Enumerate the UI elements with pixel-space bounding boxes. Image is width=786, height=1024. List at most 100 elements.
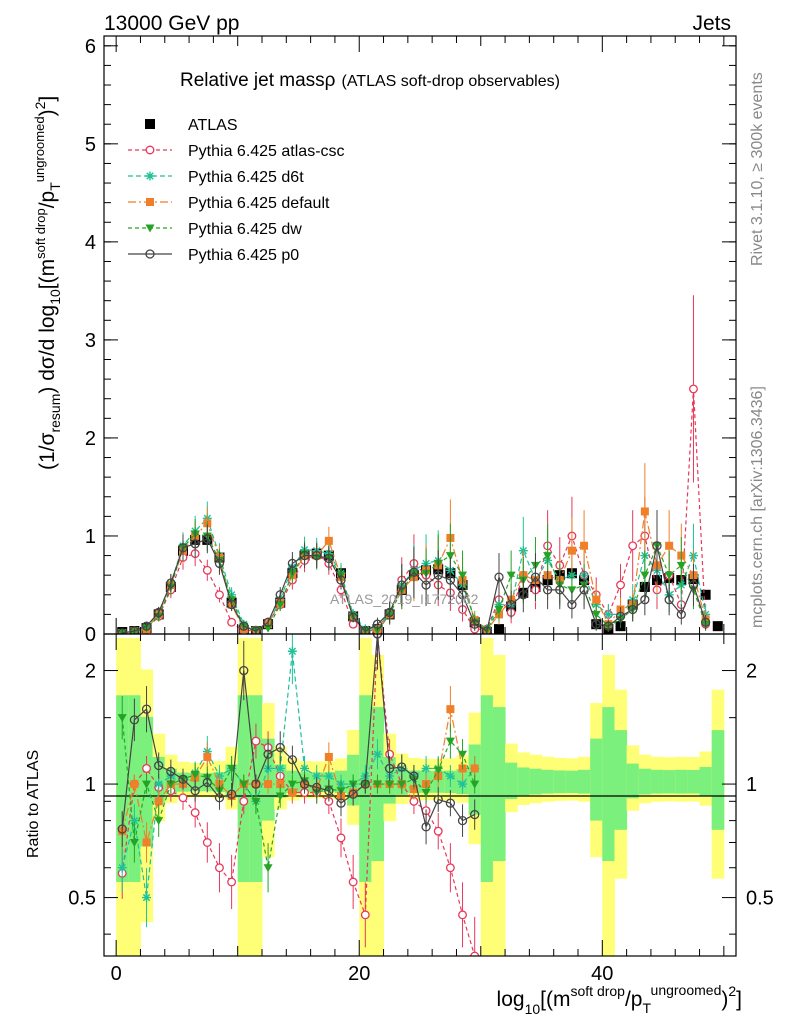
ratio-point	[239, 796, 249, 806]
legend-marker	[145, 119, 155, 129]
ratio-point	[190, 771, 200, 780]
ratio-point	[312, 771, 322, 781]
y-tick-label: 2	[85, 428, 96, 450]
ratio-point	[129, 715, 140, 725]
ratio-point	[227, 877, 237, 887]
mcplots-label: mcplots.cern.ch [arXiv:1306.3436]	[749, 386, 766, 628]
ratio-point	[264, 780, 273, 789]
ratio-point	[300, 763, 310, 773]
ratio-point	[142, 838, 151, 847]
band-stat-bin	[541, 769, 555, 794]
xlab-d-sup: 2	[728, 983, 736, 999]
ratio-point	[202, 838, 212, 847]
ratio-point	[154, 797, 163, 806]
ratio-point	[276, 780, 285, 789]
band-stat-bin	[116, 695, 129, 882]
ylab-d-sub: T	[47, 182, 63, 191]
ratio-point	[142, 893, 152, 903]
ratio-series-pythia-6-425-p0	[117, 634, 480, 847]
data-point	[664, 595, 674, 605]
ratio-point	[226, 789, 237, 799]
ratio-point	[421, 788, 431, 797]
band-stat-bin	[529, 768, 543, 795]
data-point	[348, 612, 358, 622]
band-stat-bin	[650, 769, 664, 794]
ratio-point	[433, 766, 443, 775]
data-point	[275, 590, 285, 600]
data-point	[445, 575, 456, 585]
band-stat-bin	[517, 767, 530, 796]
ratio-plot-marks	[117, 634, 480, 956]
ratio-point	[421, 822, 431, 832]
data-point	[530, 572, 541, 582]
data-point	[592, 595, 601, 604]
data-point	[215, 590, 224, 600]
ratio-point	[166, 780, 176, 789]
data-point	[700, 617, 711, 627]
ratio-point	[457, 815, 468, 826]
legend-label: Pythia 6.425 d6t	[188, 169, 304, 186]
legend-label: Pythia 6.425 default	[188, 195, 330, 212]
legend-label: Pythia 6.425 dw	[188, 221, 302, 238]
data-point	[518, 590, 528, 600]
data-point	[287, 558, 298, 569]
legend-marker	[145, 145, 155, 155]
ylab-e: )	[36, 109, 59, 116]
ratio-point	[360, 910, 370, 920]
data-point	[603, 621, 614, 631]
ratio-point	[433, 826, 443, 836]
ratio-point	[275, 742, 285, 753]
data-point	[275, 601, 285, 610]
data-point	[384, 607, 395, 618]
ratio-point	[372, 780, 382, 789]
data-point	[190, 539, 200, 549]
x-tick-label: 40	[591, 963, 613, 985]
data-point	[312, 550, 322, 561]
xlab-a-sub: 10	[525, 1001, 541, 1017]
ratio-point	[251, 797, 261, 806]
watermark: ATLAS_2019_I1772062	[330, 591, 479, 607]
legend-item-pythia-6-425-atlas-csc: Pythia 6.425 atlas-csc	[128, 143, 345, 160]
ratio-point	[263, 864, 273, 873]
ratio-point	[372, 634, 383, 639]
ratio-point	[287, 646, 297, 656]
ratio-point	[275, 792, 285, 801]
y-axis-label-top: (1/σresum) dσ/d log10[(msoft drop/pTungr…	[32, 96, 63, 470]
data-point	[263, 617, 273, 627]
band-stat-bin	[675, 769, 688, 794]
legend-item-pythia-6-425-d6t: Pythia 6.425 d6t	[128, 169, 304, 186]
xlab-c-sup: ungroomed	[651, 982, 722, 998]
ratio-tick-label-right: 1	[746, 774, 757, 796]
xlab-e: ]	[736, 988, 742, 1011]
data-point	[640, 571, 650, 580]
data-point	[457, 590, 468, 600]
ratio-point	[203, 752, 212, 761]
band-stat-bin	[492, 707, 506, 862]
data-point	[458, 571, 468, 580]
band-stat-bin	[711, 730, 725, 830]
data-point	[494, 572, 504, 582]
ratio-point	[117, 824, 127, 834]
ratio-point	[263, 749, 273, 759]
data-point	[506, 571, 516, 580]
ratio-tick-label: 1	[85, 774, 96, 796]
ratio-point	[117, 714, 127, 723]
data-point	[166, 578, 176, 588]
data-point	[567, 546, 576, 555]
data-point	[688, 580, 699, 590]
ratio-point	[445, 737, 455, 746]
data-point	[129, 626, 140, 634]
y-tick-label: 4	[85, 232, 96, 254]
y-tick-label: 0	[85, 624, 96, 646]
xlab-b-sup: soft drop	[570, 983, 625, 999]
data-point	[676, 609, 686, 620]
band-stat-bin	[578, 769, 591, 794]
data-point	[616, 580, 625, 590]
ratio-point	[360, 779, 370, 789]
x-axis-label: log10[(msoft drop/pTungroomed)2]	[497, 982, 742, 1017]
data-point	[664, 571, 674, 580]
ratio-point	[348, 789, 358, 799]
ratio-point	[433, 794, 443, 805]
